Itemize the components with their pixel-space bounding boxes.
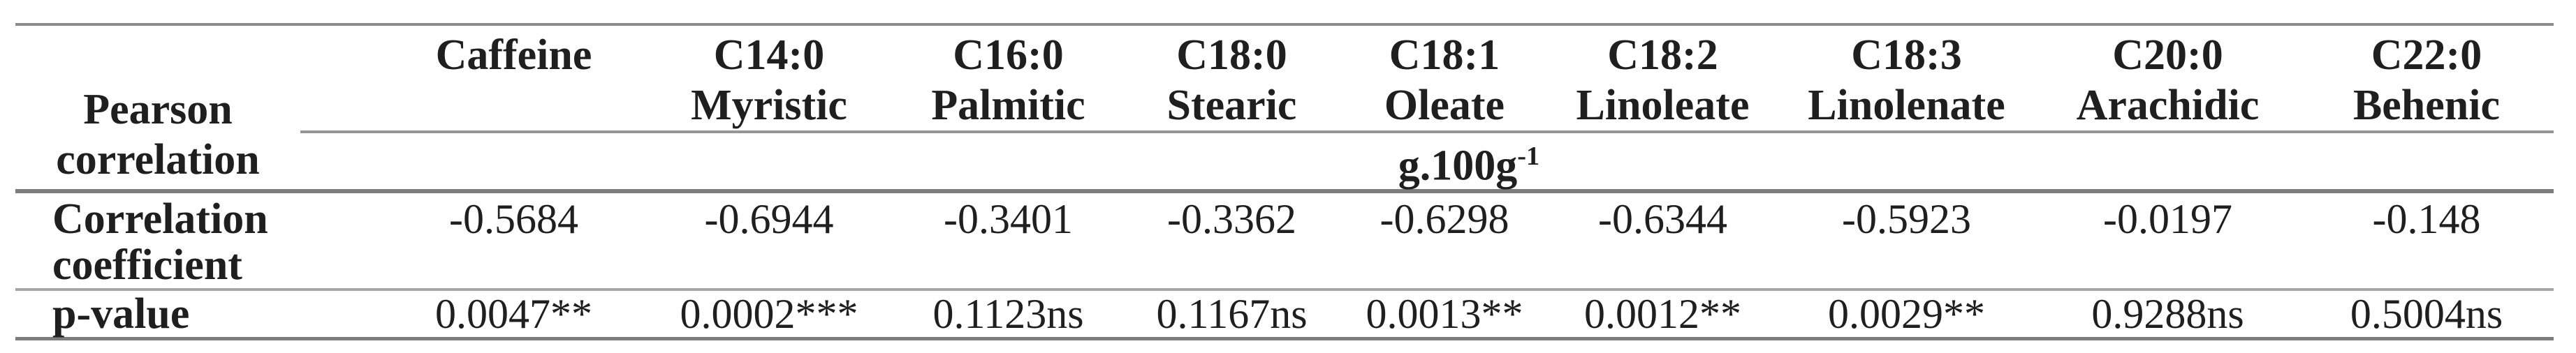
p-value-cell: 0.9288ns: [2036, 289, 2299, 340]
unit-row: g.100g-1: [15, 132, 2554, 193]
column-header-c14-0-myristic: C14:0 Myristic: [645, 23, 893, 133]
column-name: Linoleate: [1576, 82, 1750, 129]
unit-base: g.100g: [1398, 142, 1518, 190]
p-value-cell: 0.0012**: [1549, 289, 1777, 340]
p-value-cell: 0.1123ns: [893, 289, 1123, 340]
coefficient-cell: -0.5684: [300, 190, 645, 291]
p-value-cell: 0.1167ns: [1123, 289, 1340, 340]
column-name: Oleate: [1384, 82, 1505, 129]
coefficient-cell: -0.3362: [1123, 190, 1340, 291]
unit-cell: g.100g-1: [300, 132, 2554, 193]
column-code: C18:0: [1176, 31, 1287, 79]
column-name: Palmitic: [931, 82, 1085, 129]
column-code: C14:0: [713, 31, 825, 79]
column-header-c18-3-linolenate: C18:3 Linolenate: [1777, 23, 2036, 133]
coefficient-cell: -0.0197: [2036, 190, 2299, 291]
p-value-cell: 0.0002***: [645, 289, 893, 340]
column-code: C18:2: [1607, 31, 1718, 79]
column-name: Behenic: [2352, 82, 2501, 129]
column-name: Myristic: [691, 82, 847, 129]
row-label-correlation-coefficient: Correlation coefficient: [15, 190, 300, 291]
column-header-c18-2-linoleate: C18:2 Linoleate: [1549, 23, 1777, 133]
p-value-cell: 0.5004ns: [2299, 289, 2554, 340]
column-code: C20:0: [2112, 31, 2223, 79]
p-value-cell: 0.0013**: [1340, 289, 1549, 340]
unit-exponent: -1: [1517, 142, 1540, 171]
column-header-c16-0-palmitic: C16:0 Palmitic: [893, 23, 1123, 133]
coefficient-cell: -0.148: [2299, 190, 2554, 291]
column-header-c22-0-behenic: C22:0 Behenic: [2299, 23, 2554, 133]
column-code: C18:1: [1389, 31, 1500, 79]
pearson-correlation-table: Pearson correlation Caffeine C14:0 Myris…: [15, 23, 2554, 340]
column-name: Arachidic: [2076, 82, 2260, 129]
coefficient-cell: -0.6344: [1549, 190, 1777, 291]
corner-header-pearson-correlation: Pearson correlation: [15, 23, 300, 193]
correlation-coefficient-row: Correlation coefficient -0.5684 -0.6944 …: [15, 190, 2554, 291]
coefficient-cell: -0.6944: [645, 190, 893, 291]
p-value-row: p-value 0.0047** 0.0002*** 0.1123ns 0.11…: [15, 289, 2554, 340]
column-header-c18-0-stearic: C18:0 Stearic: [1123, 23, 1340, 133]
p-value-cell: 0.0029**: [1777, 289, 2036, 340]
coefficient-cell: -0.3401: [893, 190, 1123, 291]
column-code: Caffeine: [435, 31, 592, 79]
coefficient-cell: -0.5923: [1777, 190, 2036, 291]
row-label-p-value: p-value: [15, 289, 300, 340]
column-header-caffeine: Caffeine: [300, 23, 645, 133]
column-header-c20-0-arachidic: C20:0 Arachidic: [2036, 23, 2299, 133]
column-name: Linolenate: [1808, 82, 2005, 129]
p-value-cell: 0.0047**: [300, 289, 645, 340]
column-name: Stearic: [1166, 82, 1297, 129]
column-code: C16:0: [953, 31, 1064, 79]
header-row: Pearson correlation Caffeine C14:0 Myris…: [15, 23, 2554, 193]
coefficient-cell: -0.6298: [1340, 190, 1549, 291]
column-code: C22:0: [2371, 31, 2482, 79]
column-code: C18:3: [1851, 31, 1962, 79]
column-header-c18-1-oleate: C18:1 Oleate: [1340, 23, 1549, 133]
